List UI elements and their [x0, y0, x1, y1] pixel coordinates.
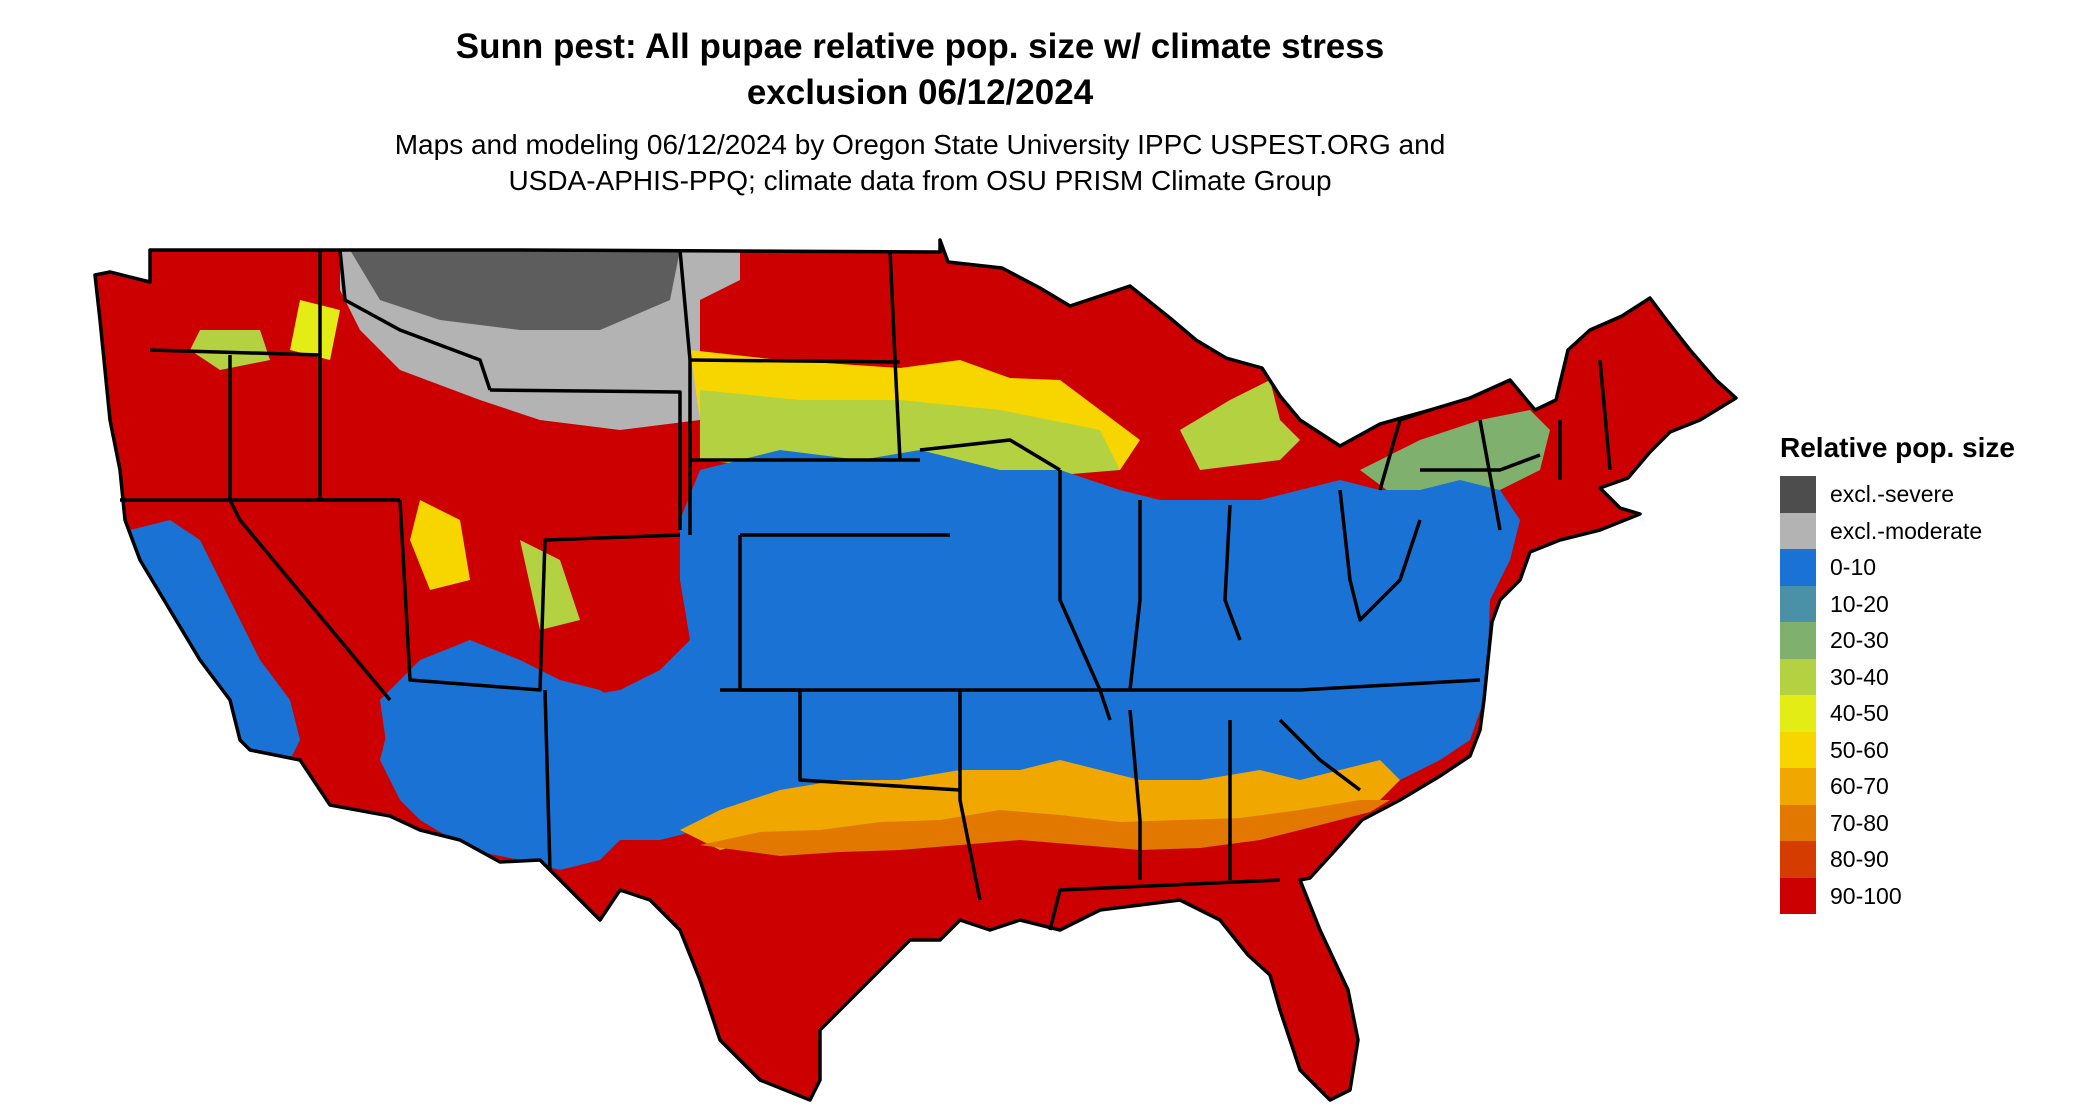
legend-label: 10-20 [1830, 590, 1889, 617]
legend-item: 10-20 [1780, 585, 2090, 622]
legend-item: 30-40 [1780, 658, 2090, 695]
map-title-line-2: exclusion 06/12/2024 [746, 73, 1094, 112]
legend-label: 80-90 [1830, 846, 1889, 873]
legend-swatch [1780, 476, 1816, 513]
legend-item: 90-100 [1780, 877, 2090, 914]
legend-swatch [1780, 804, 1816, 841]
legend-item: excl.-severe [1780, 476, 2090, 513]
map-subtitle-line-2: USDA-APHIS-PPQ; climate data from OSU PR… [508, 165, 1332, 196]
legend-swatch [1780, 841, 1816, 878]
map-subtitle: Maps and modeling 06/12/2024 by Oregon S… [394, 129, 1446, 160]
legend-items: excl.-severe excl.-moderate 0-10 10-20 20-30… [1780, 476, 2090, 914]
legend-item: 70-80 [1780, 804, 2090, 841]
legend-swatch [1780, 768, 1816, 805]
legend-swatch [1780, 549, 1816, 586]
legend-label: 90-100 [1830, 882, 1902, 909]
legend-item: 0-10 [1780, 549, 2090, 586]
legend-label: 40-50 [1830, 700, 1889, 727]
legend-item: 50-60 [1780, 731, 2090, 768]
legend-label: 30-40 [1830, 663, 1889, 690]
legend-swatch [1780, 658, 1816, 695]
legend-swatch [1780, 877, 1816, 914]
legend-item: excl.-moderate [1780, 512, 2090, 549]
map-title: Sunn pest: All pupae relative pop. size … [455, 27, 1385, 66]
legend-label: 20-30 [1830, 627, 1889, 654]
legend-swatch [1780, 731, 1816, 768]
legend-label: excl.-moderate [1830, 517, 1983, 544]
legend-item: 80-90 [1780, 841, 2090, 878]
legend-label: 70-80 [1830, 809, 1889, 836]
legend-item: 60-70 [1780, 768, 2090, 805]
us-population-map [93, 238, 1738, 1102]
legend-item: 20-30 [1780, 622, 2090, 659]
legend-swatch [1780, 585, 1816, 622]
legend-swatch [1780, 512, 1816, 549]
legend-label: 60-70 [1830, 773, 1889, 800]
legend-title: Relative pop. size [1780, 432, 2015, 463]
legend-label: excl.-severe [1830, 481, 1954, 508]
legend-label: 0-10 [1830, 554, 1877, 581]
legend-item: 40-50 [1780, 695, 2090, 732]
legend-swatch [1780, 622, 1816, 659]
legend-swatch [1780, 695, 1816, 732]
legend-label: 50-60 [1830, 736, 1889, 763]
legend: Relative pop. size excl.-severe excl.-mod… [1780, 430, 2090, 914]
